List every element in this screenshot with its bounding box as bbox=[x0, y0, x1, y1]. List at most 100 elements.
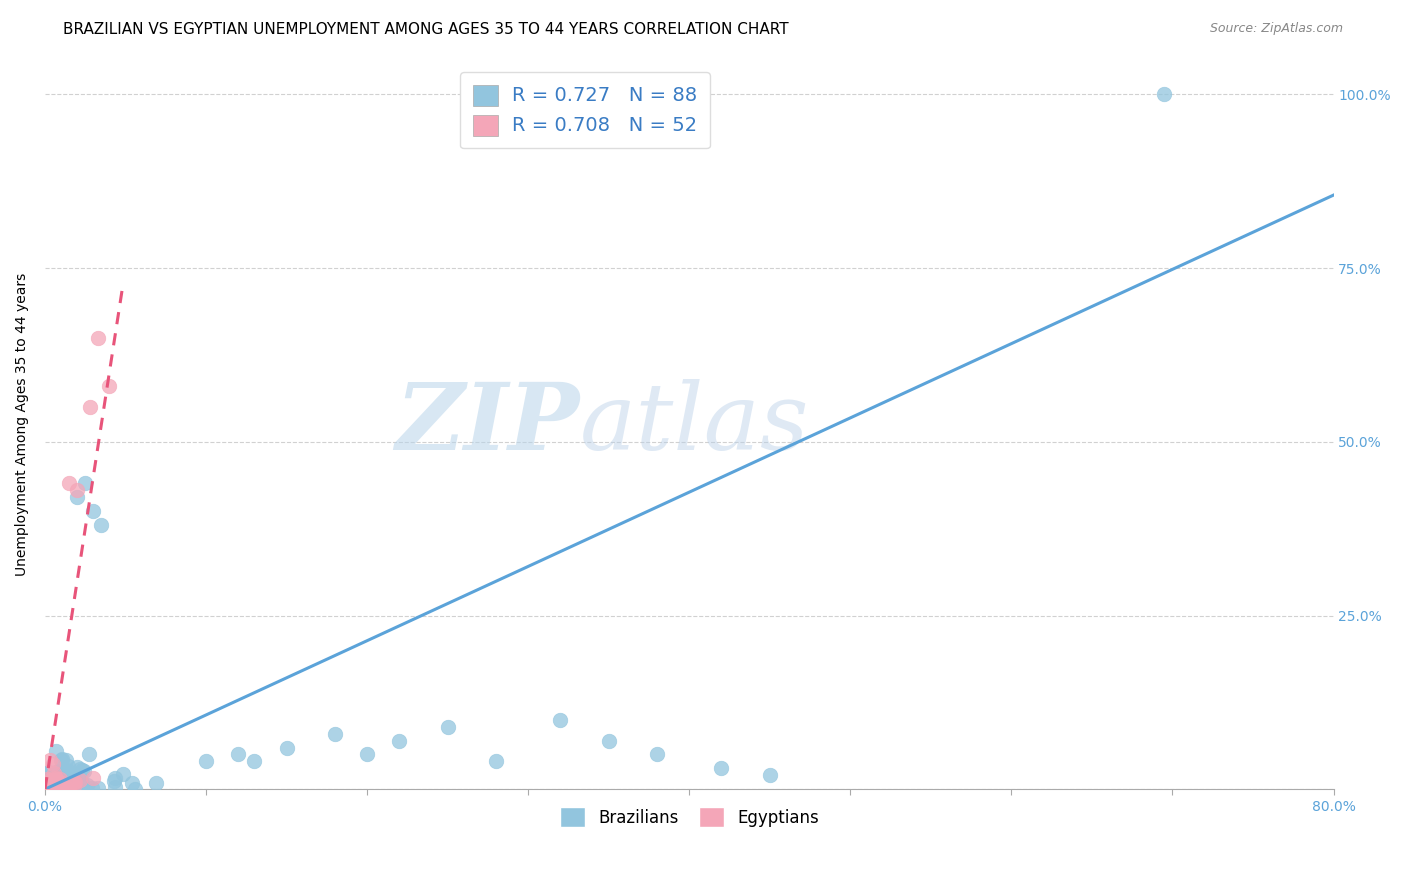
Point bbox=[35, 776, 58, 790]
Point bbox=[77, 747, 100, 762]
Point bbox=[38, 778, 60, 792]
Point bbox=[39, 780, 62, 795]
Point bbox=[48, 778, 70, 792]
Point bbox=[35, 765, 58, 780]
Point bbox=[145, 775, 167, 789]
Point bbox=[41, 775, 63, 789]
Point bbox=[55, 766, 77, 780]
Point bbox=[66, 483, 89, 498]
Point bbox=[35, 772, 58, 787]
Point bbox=[35, 780, 58, 794]
Point bbox=[44, 780, 66, 794]
Point bbox=[70, 776, 93, 790]
Point bbox=[62, 775, 84, 789]
Point bbox=[45, 744, 67, 758]
Point bbox=[41, 780, 63, 795]
Point bbox=[356, 747, 378, 762]
Point bbox=[66, 491, 89, 505]
Point bbox=[51, 769, 73, 783]
Point bbox=[37, 778, 59, 792]
Point bbox=[49, 781, 72, 796]
Point bbox=[42, 781, 65, 796]
Point bbox=[82, 780, 104, 795]
Point bbox=[39, 781, 62, 796]
Point bbox=[55, 753, 77, 767]
Point bbox=[56, 759, 79, 773]
Point bbox=[35, 780, 58, 795]
Point bbox=[53, 765, 76, 780]
Point bbox=[758, 768, 780, 782]
Point bbox=[41, 772, 63, 787]
Point bbox=[48, 777, 70, 791]
Point bbox=[44, 781, 66, 796]
Point bbox=[38, 779, 60, 793]
Point bbox=[37, 777, 59, 791]
Point bbox=[48, 769, 70, 783]
Point bbox=[243, 755, 266, 769]
Point bbox=[44, 779, 66, 793]
Point bbox=[37, 773, 59, 788]
Point bbox=[38, 777, 60, 791]
Point bbox=[45, 764, 67, 779]
Point bbox=[75, 476, 97, 491]
Point bbox=[59, 776, 82, 790]
Point bbox=[121, 776, 143, 790]
Point bbox=[44, 772, 66, 787]
Point bbox=[195, 755, 218, 769]
Point bbox=[70, 763, 93, 777]
Point bbox=[104, 780, 127, 795]
Point bbox=[90, 518, 112, 533]
Point bbox=[49, 780, 72, 795]
Point bbox=[53, 780, 76, 795]
Point bbox=[63, 780, 86, 794]
Point bbox=[48, 780, 70, 795]
Point bbox=[58, 781, 80, 796]
Text: Source: ZipAtlas.com: Source: ZipAtlas.com bbox=[1209, 22, 1343, 36]
Point bbox=[42, 776, 65, 790]
Point bbox=[124, 781, 146, 796]
Point bbox=[66, 775, 89, 789]
Point bbox=[48, 777, 70, 791]
Point bbox=[48, 781, 70, 796]
Point bbox=[485, 755, 508, 769]
Point bbox=[55, 771, 77, 785]
Point bbox=[53, 780, 76, 794]
Point bbox=[63, 774, 86, 789]
Point bbox=[67, 774, 90, 789]
Point bbox=[35, 778, 58, 792]
Point bbox=[65, 767, 87, 781]
Point bbox=[103, 771, 125, 785]
Point bbox=[44, 772, 66, 787]
Point bbox=[69, 762, 91, 776]
Point bbox=[49, 753, 72, 767]
Point bbox=[63, 780, 86, 794]
Point bbox=[38, 765, 60, 780]
Point bbox=[69, 773, 91, 788]
Point bbox=[56, 763, 79, 777]
Point bbox=[44, 765, 66, 780]
Point bbox=[69, 780, 91, 795]
Point bbox=[35, 780, 58, 794]
Point bbox=[45, 771, 67, 785]
Text: BRAZILIAN VS EGYPTIAN UNEMPLOYMENT AMONG AGES 35 TO 44 YEARS CORRELATION CHART: BRAZILIAN VS EGYPTIAN UNEMPLOYMENT AMONG… bbox=[63, 22, 789, 37]
Point bbox=[35, 780, 58, 795]
Point bbox=[60, 779, 83, 793]
Text: atlas: atlas bbox=[579, 379, 810, 469]
Point bbox=[44, 781, 66, 796]
Point bbox=[76, 778, 98, 792]
Point bbox=[58, 476, 80, 491]
Point bbox=[226, 747, 249, 762]
Point bbox=[82, 504, 104, 518]
Point bbox=[41, 780, 63, 795]
Point bbox=[51, 776, 73, 790]
Point bbox=[79, 400, 101, 414]
Point bbox=[42, 756, 65, 771]
Point bbox=[75, 781, 97, 796]
Point bbox=[323, 726, 346, 740]
Point bbox=[38, 779, 60, 793]
Point bbox=[37, 780, 59, 794]
Point bbox=[82, 772, 104, 786]
Point bbox=[98, 379, 121, 393]
Point bbox=[1153, 87, 1175, 102]
Point bbox=[37, 777, 59, 791]
